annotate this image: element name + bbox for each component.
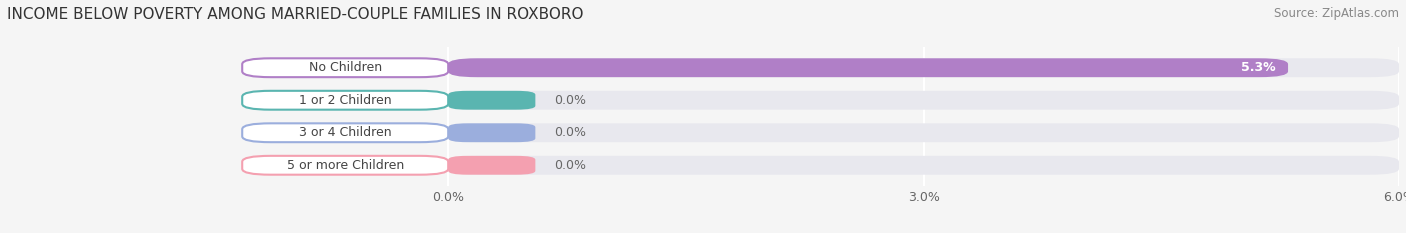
Text: 1 or 2 Children: 1 or 2 Children	[299, 94, 391, 107]
Text: 0.0%: 0.0%	[554, 159, 586, 172]
Text: INCOME BELOW POVERTY AMONG MARRIED-COUPLE FAMILIES IN ROXBORO: INCOME BELOW POVERTY AMONG MARRIED-COUPL…	[7, 7, 583, 22]
FancyBboxPatch shape	[449, 58, 1288, 77]
FancyBboxPatch shape	[449, 156, 536, 175]
FancyBboxPatch shape	[449, 123, 536, 142]
FancyBboxPatch shape	[449, 156, 1399, 175]
Text: 0.0%: 0.0%	[554, 126, 586, 139]
FancyBboxPatch shape	[449, 58, 1399, 77]
Text: No Children: No Children	[309, 61, 382, 74]
FancyBboxPatch shape	[449, 91, 1399, 110]
Text: 5.3%: 5.3%	[1240, 61, 1275, 74]
FancyBboxPatch shape	[242, 156, 449, 175]
FancyBboxPatch shape	[449, 123, 1399, 142]
FancyBboxPatch shape	[242, 91, 449, 110]
Text: 0.0%: 0.0%	[554, 94, 586, 107]
FancyBboxPatch shape	[242, 58, 449, 77]
FancyBboxPatch shape	[242, 123, 449, 142]
Text: 3 or 4 Children: 3 or 4 Children	[299, 126, 391, 139]
Text: 5 or more Children: 5 or more Children	[287, 159, 404, 172]
FancyBboxPatch shape	[449, 91, 536, 110]
Text: Source: ZipAtlas.com: Source: ZipAtlas.com	[1274, 7, 1399, 20]
